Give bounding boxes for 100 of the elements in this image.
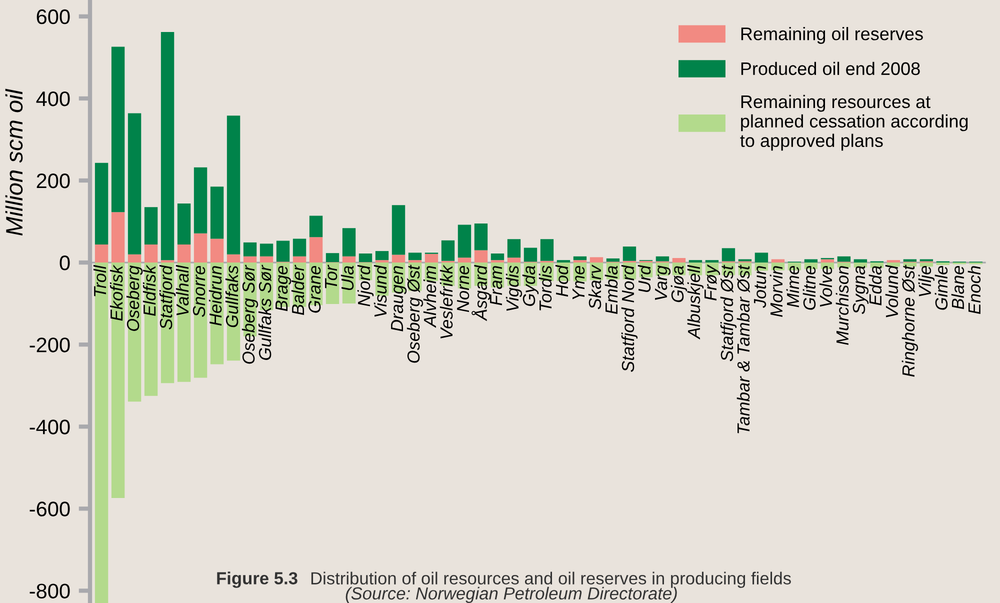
bar	[573, 260, 587, 263]
x-tick-label: Morvin	[770, 266, 783, 317]
x-tick-label: Grane	[308, 266, 321, 313]
bar	[94, 162, 108, 244]
bar	[144, 244, 158, 263]
x-tick-label: Oseberg	[126, 265, 143, 331]
x-tick-label: Brage	[276, 266, 292, 312]
x-tick-label: Frøy	[704, 264, 720, 300]
bar	[111, 212, 125, 263]
bar	[128, 254, 142, 263]
bar	[94, 244, 108, 263]
bar	[507, 239, 521, 258]
x-tick-label: Troll	[93, 264, 106, 296]
bar	[111, 262, 125, 498]
x-tick-label: Embla	[604, 266, 618, 314]
bar	[672, 258, 686, 263]
bar	[276, 240, 290, 262]
bar	[622, 246, 636, 261]
x-tick-label: Gyda	[522, 266, 539, 306]
bar	[458, 258, 472, 263]
x-tick-label: Edda	[868, 266, 882, 306]
bar	[920, 262, 934, 267]
bar	[177, 203, 191, 244]
bar	[507, 258, 521, 263]
y-tick-label: -800	[30, 584, 70, 598]
x-tick-label: Murchison	[836, 266, 849, 345]
bar	[177, 244, 191, 263]
bar	[556, 260, 570, 263]
x-tick-label: Visund	[374, 264, 387, 317]
x-tick-label: Statfjord	[159, 264, 176, 330]
bar	[408, 252, 422, 260]
bar	[243, 242, 257, 256]
y-tick-label: -200	[30, 338, 70, 352]
bar	[128, 113, 142, 254]
bar	[722, 248, 736, 262]
x-tick-label: Heidrun	[208, 266, 222, 326]
bar	[540, 239, 554, 261]
bar	[820, 259, 834, 263]
x-tick-label: Njord	[357, 264, 374, 306]
legend-label: Remaining resources at planned cessation according to approved plans	[740, 94, 968, 151]
bar	[606, 258, 620, 262]
bar	[358, 254, 372, 262]
x-tick-label: Oseberg Øst	[406, 264, 424, 363]
x-tick-label: Blane	[951, 266, 964, 310]
y-tick-label: -400	[30, 420, 70, 434]
bar	[111, 46, 125, 212]
bar	[292, 256, 306, 263]
x-tick-label: Enoch	[968, 266, 981, 314]
y-tick-label: -600	[30, 502, 70, 516]
x-tick-label: Alvheim	[423, 266, 436, 328]
bar	[573, 256, 587, 260]
bar	[309, 216, 323, 238]
x-tick-label: Fram	[490, 266, 502, 306]
bar	[424, 254, 438, 263]
x-tick-label: Glitne	[802, 266, 816, 310]
bar	[210, 186, 224, 239]
bar	[210, 238, 224, 263]
bar	[903, 259, 917, 262]
bar	[94, 262, 108, 603]
bar	[392, 205, 406, 255]
bar	[771, 259, 785, 263]
bar	[705, 260, 719, 263]
bar	[458, 224, 472, 258]
x-tick-label: Gullfaks Sør	[258, 264, 272, 360]
bar	[160, 32, 174, 260]
bar	[342, 256, 356, 263]
x-tick-label: Gimle	[934, 266, 948, 310]
bar	[342, 228, 356, 256]
x-tick-label: Tambar & Tambar Øst	[736, 264, 750, 434]
y-axis-title: Million scm oil	[5, 88, 23, 236]
x-tick-label: Eldfisk	[142, 264, 156, 316]
x-tick-label: Gjøa	[670, 266, 688, 302]
y-tick-label: 400	[36, 91, 70, 106]
bar	[754, 252, 768, 263]
x-tick-label: Statfjord Øst	[720, 264, 737, 362]
x-tick-label: Norne	[457, 266, 470, 312]
bar	[194, 167, 208, 234]
x-tick-label: Jotun	[754, 266, 766, 308]
bar	[490, 260, 504, 263]
bar	[441, 240, 455, 261]
bar	[144, 207, 158, 244]
x-tick-label: Draugen	[391, 266, 407, 332]
bar	[375, 260, 389, 263]
bar	[656, 256, 670, 262]
y-tick-label: 0	[60, 256, 70, 270]
x-tick-label: Volve	[819, 266, 832, 307]
x-tick-label: Mime	[786, 266, 800, 308]
bar	[408, 260, 422, 263]
bar	[590, 257, 604, 263]
legend-label: Produced oil end 2008	[741, 62, 920, 76]
bar	[260, 256, 274, 263]
bar	[226, 116, 240, 254]
bar	[474, 224, 488, 250]
bar	[804, 259, 818, 263]
bar	[243, 256, 257, 263]
x-tick-label: Tor	[325, 264, 338, 288]
bar	[490, 254, 504, 260]
x-tick-label: Urd	[638, 264, 651, 292]
bar	[260, 244, 274, 256]
bar	[160, 260, 174, 263]
